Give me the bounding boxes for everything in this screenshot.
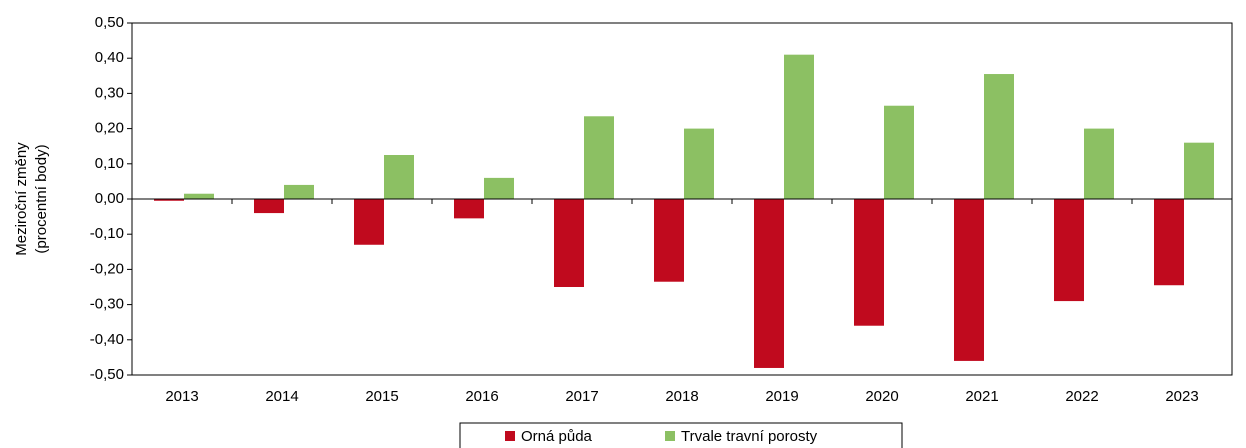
bar xyxy=(954,199,984,361)
bar xyxy=(854,199,884,326)
x-tick-label: 2023 xyxy=(1165,388,1198,405)
bar xyxy=(354,199,384,245)
y-axis-label: Meziroční změny xyxy=(13,142,30,256)
x-tick-label: 2015 xyxy=(365,388,398,405)
bar xyxy=(754,199,784,368)
x-tick-label: 2022 xyxy=(1065,388,1098,405)
legend-swatch xyxy=(505,431,515,441)
x-tick-label: 2016 xyxy=(465,388,498,405)
legend-box xyxy=(459,422,903,448)
y-tick-label: 0,30 xyxy=(95,84,124,101)
y-tick-label: -0,20 xyxy=(90,260,124,277)
y-tick-label: 0,00 xyxy=(95,190,124,207)
x-tick-label: 2019 xyxy=(765,388,798,405)
y-tick-label: 0,50 xyxy=(95,14,124,31)
x-tick-label: 2020 xyxy=(865,388,898,405)
y-tick-label: 0,20 xyxy=(95,120,124,137)
bar xyxy=(654,199,684,282)
bar xyxy=(784,54,814,200)
bar xyxy=(1184,142,1214,199)
bar xyxy=(1154,199,1184,286)
bar xyxy=(884,105,914,199)
y-axis-label: (procentní body) xyxy=(33,144,50,253)
bar xyxy=(484,177,514,199)
bar xyxy=(454,199,484,219)
x-tick-label: 2021 xyxy=(965,388,998,405)
y-tick-label: -0,30 xyxy=(90,296,124,313)
bar xyxy=(384,155,414,199)
legend-label: Orná půda xyxy=(521,428,593,445)
bar xyxy=(1084,128,1114,199)
bar xyxy=(584,116,614,199)
x-tick-label: 2014 xyxy=(265,388,298,405)
y-tick-label: -0,50 xyxy=(90,366,124,383)
x-tick-label: 2018 xyxy=(665,388,698,405)
bar xyxy=(984,74,1014,199)
bar xyxy=(684,128,714,199)
y-tick-label: -0,40 xyxy=(90,331,124,348)
x-tick-label: 2013 xyxy=(165,388,198,405)
legend-label: Trvale travní porosty xyxy=(681,428,818,445)
y-tick-label: 0,40 xyxy=(95,49,124,66)
y-tick-label: 0,10 xyxy=(95,155,124,172)
bar xyxy=(154,199,184,201)
bar xyxy=(554,199,584,287)
legend-swatch xyxy=(665,431,675,441)
bar xyxy=(184,193,214,199)
bar xyxy=(1054,199,1084,302)
x-tick-label: 2017 xyxy=(565,388,598,405)
bar xyxy=(254,199,284,214)
bar xyxy=(284,184,314,199)
y-tick-label: -0,10 xyxy=(90,225,124,242)
